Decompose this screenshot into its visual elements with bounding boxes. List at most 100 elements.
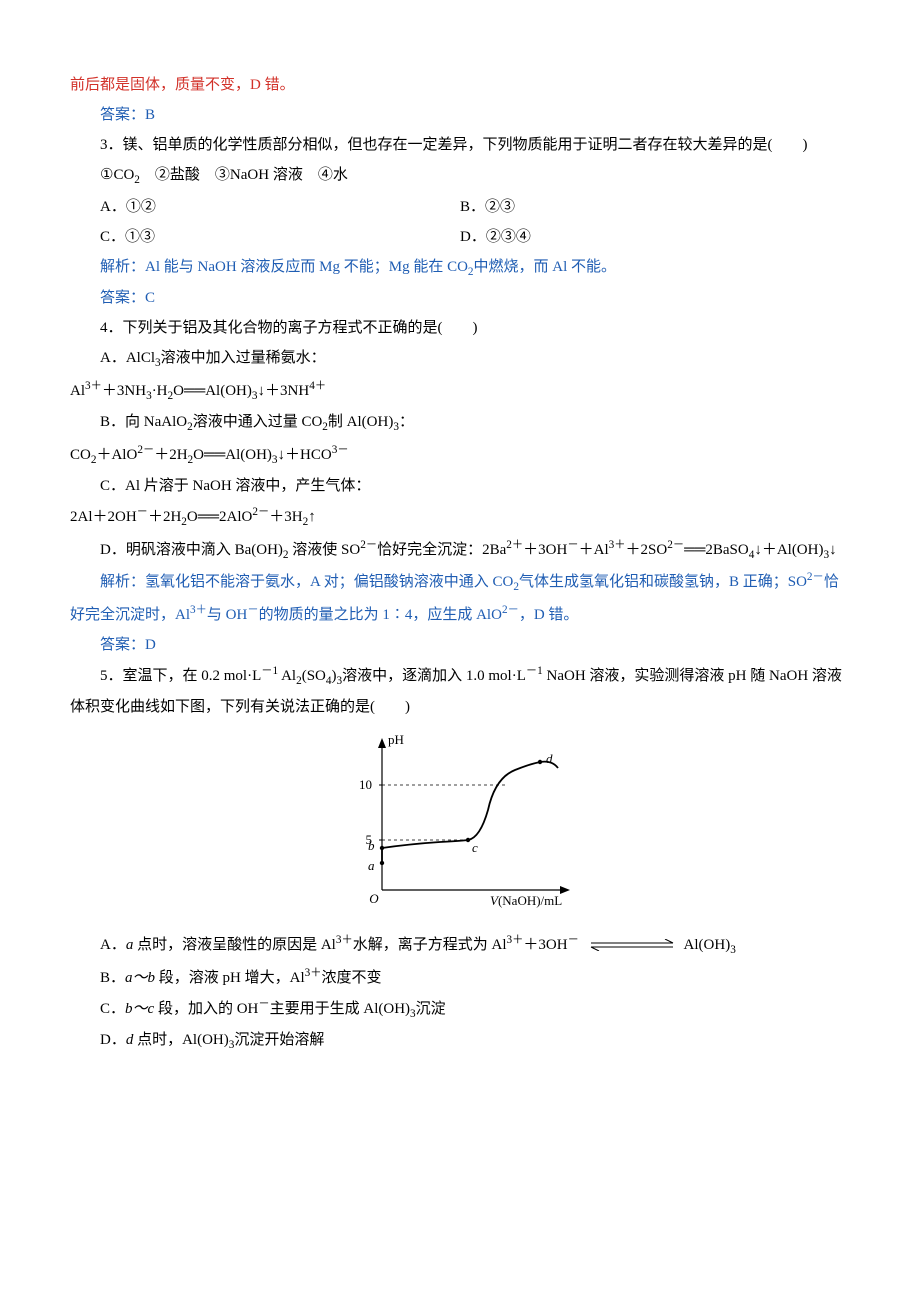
q4e-2: 气体生成氢氧化铝和碳酸氢钠，B 正确；SO [519, 574, 807, 590]
point-a [380, 861, 384, 865]
eqc2: ＋2H [148, 509, 181, 525]
eqb4: O══Al(OH) [193, 447, 272, 463]
q4d-9: ↓ [829, 542, 837, 558]
q4a-1: A．AlCl [100, 350, 155, 366]
eqb-sup2m: 2－ [137, 444, 154, 456]
q4b-2: 溶液中通入过量 CO [193, 414, 323, 430]
q5c-2: 段，加入的 OH [154, 1001, 258, 1017]
q5d-1: D． [100, 1032, 126, 1048]
answer-b: 答案：B [70, 100, 850, 130]
q5s-3: (SO [302, 668, 326, 684]
eqa-sup4p: 4＋ [309, 380, 326, 392]
q4b-3: 制 Al(OH) [328, 414, 393, 430]
q3-expl-b: 中燃烧，而 Al 不能。 [474, 259, 617, 275]
q5a-supm: － [568, 934, 579, 946]
point-b [380, 846, 384, 850]
q3-option-d: D．②③④ [460, 222, 850, 252]
q4d-8: ↓＋Al(OH) [754, 542, 823, 558]
eqc-sup2m: 2－ [252, 506, 269, 518]
q4-eq-b: CO2＋AlO2－＋2H2O══Al(OH)3↓＋HCO3－ [70, 439, 850, 472]
point-b-label: b [368, 838, 375, 853]
q5a-sub3: 3 [730, 944, 736, 956]
q4e-sup2m: 2－ [807, 571, 824, 583]
eqa4: O══Al(OH) [173, 383, 252, 399]
q4d-4: ＋3OH [523, 542, 567, 558]
eqb1: CO [70, 447, 91, 463]
eqb2: ＋AlO [96, 447, 137, 463]
eqb-sup3m: 3－ [332, 444, 349, 456]
q4d-6: ＋2SO [626, 542, 668, 558]
q4e-supm: － [247, 604, 258, 616]
q5a-1: A． [100, 937, 126, 953]
q4-answer: 答案：D [70, 630, 850, 660]
origin-label: O [369, 891, 379, 906]
q4-option-b: B．向 NaAlO2溶液中通入过量 CO2制 Al(OH)3： [70, 407, 850, 439]
eqc4: ＋3H [269, 509, 302, 525]
eqb5: ↓＋HCO [278, 447, 332, 463]
q5b-ab: a～b [125, 970, 155, 986]
ph-chart: 5 10 pH O V(NaOH)/mL a b c d [70, 730, 850, 921]
q3-option-b: B．②③ [460, 192, 850, 222]
q4e-1: 解析：氢氧化铝不能溶于氨水，A 对；偏铝酸钠溶液中通入 CO [100, 574, 513, 590]
y-axis-label: pH [388, 732, 404, 747]
q5s-supm1b: －1 [526, 665, 543, 677]
q5c-3: 主要用于生成 Al(OH) [270, 1001, 410, 1017]
q4e-6: ，D 错。 [519, 607, 579, 623]
q4d-7: ══2BaSO [684, 542, 749, 558]
q5c-1: C． [100, 1001, 125, 1017]
q5a-sup3pb: 3＋ [507, 934, 524, 946]
q5s-2: Al [278, 668, 296, 684]
eqc-supm: － [137, 506, 148, 518]
point-c-label: c [472, 840, 478, 855]
eqa3: ·H [152, 383, 168, 399]
q4-explanation: 解析：氢氧化铝不能溶于氨水，A 对；偏铝酸钠溶液中通入 CO2气体生成氢氧化铝和… [70, 566, 850, 630]
q5b-1: B． [100, 970, 125, 986]
point-a-label: a [368, 858, 375, 873]
q4d-sup3p: 3＋ [609, 539, 626, 551]
q3-sub-a: ①CO [100, 167, 134, 183]
q4e-sup3p: 3＋ [190, 604, 207, 616]
q3-answer: 答案：C [70, 283, 850, 313]
q4e-sup2mb: 2－ [502, 604, 519, 616]
q4-stem: 4．下列关于铝及其化合物的离子方程式不正确的是( ) [70, 313, 850, 343]
q5s-supm1: －1 [261, 665, 278, 677]
q3-options-row2: C．①③ D．②③④ [70, 222, 850, 252]
q5a-2: 点时，溶液呈酸性的原因是 Al [133, 937, 336, 953]
q5c-4: 沉淀 [416, 1001, 446, 1017]
q4e-5: 的物质的量之比为 1∶4，应生成 AlO [259, 607, 502, 623]
q5s-5: 溶液中，逐滴加入 1.0 mol·L [342, 668, 526, 684]
q3-sub-b: ②盐酸 ③NaOH 溶液 ④水 [140, 167, 348, 183]
q5a-5: Al(OH) [684, 937, 731, 953]
q4-option-c: C．Al 片溶于 NaOH 溶液中，产生气体： [70, 471, 850, 501]
q3-option-c: C．①③ [70, 222, 460, 252]
eqa5: ↓＋3NH [258, 383, 310, 399]
eqa1: Al [70, 383, 85, 399]
q5b-3: 浓度不变 [322, 970, 382, 986]
q4-eq-c: 2Al＋2OH－＋2H2O══2AlO2－＋3H2↑ [70, 501, 850, 534]
ph-chart-svg: 5 10 pH O V(NaOH)/mL a b c d [340, 730, 580, 910]
q4d-5: ＋Al [579, 542, 609, 558]
q4d-1: D．明矾溶液中滴入 Ba(OH) [100, 542, 283, 558]
q4d-2: 溶液使 SO [289, 542, 361, 558]
x-axis-label: V(NaOH)/mL [490, 893, 562, 908]
q5-option-b: B．a～b 段，溶液 pH 增大，Al3＋浓度不变 [70, 962, 850, 993]
q4d-sup2mb: 2－ [667, 539, 684, 551]
q5-option-c: C．b～c 段，加入的 OH－主要用于生成 Al(OH)3沉淀 [70, 993, 850, 1026]
ph-curve [382, 762, 558, 863]
q4d-3: 恰好完全沉淀：2Ba [377, 542, 506, 558]
q5b-2: 段，溶液 pH 增大，Al [155, 970, 305, 986]
q5s-1: 5．室温下，在 0.2 mol·L [100, 668, 261, 684]
q5a-sup3p: 3＋ [336, 934, 353, 946]
q4b-4: ： [399, 414, 414, 430]
q5d-3: 沉淀开始溶解 [234, 1032, 324, 1048]
q4-eq-a: Al3＋＋3NH3·H2O══Al(OH)3↓＋3NH4＋ [70, 375, 850, 408]
point-d-label: d [546, 751, 553, 766]
q4-option-a: A．AlCl3溶液中加入过量稀氨水： [70, 343, 850, 375]
equilibrium-arrow-icon [587, 939, 677, 951]
q5-option-a: A．a 点时，溶液呈酸性的原因是 Al3＋水解，离子方程式为 Al3＋＋3OH－… [70, 929, 850, 962]
eqa-sup3p: 3＋ [85, 380, 102, 392]
ytick-10-label: 10 [359, 777, 372, 792]
eqc1: 2Al＋2OH [70, 509, 137, 525]
q4d-sup2p: 2＋ [506, 539, 523, 551]
q3-options-row1: A．①② B．②③ [70, 192, 850, 222]
